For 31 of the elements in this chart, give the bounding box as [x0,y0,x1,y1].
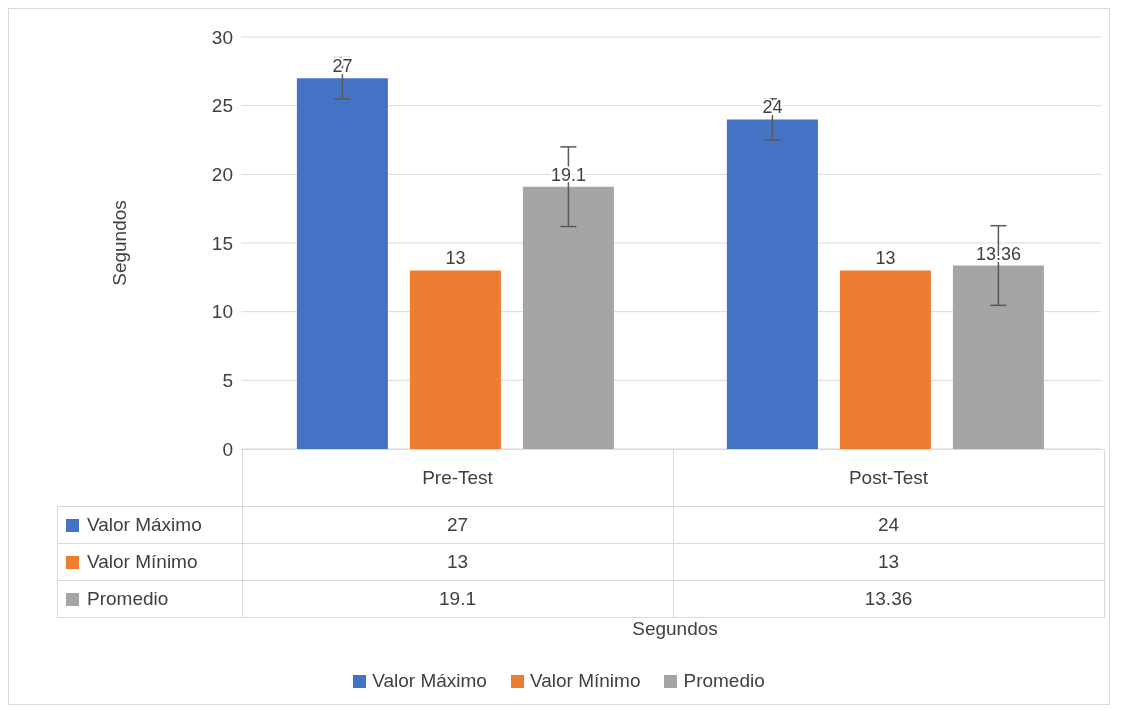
text: Valor Máximo [372,670,487,691]
data-label: 13 [875,248,896,269]
legend-label: Valor Mínimo [528,670,641,692]
text: 19.1 [242,580,673,618]
bar [409,270,501,449]
y-tick-label: 20 [211,164,233,186]
y-tick-label: 5 [222,370,233,392]
bar [522,186,614,449]
y-tick-label: 25 [211,95,233,117]
y-axis-title: Segundos [108,200,130,286]
text: 27 [242,506,673,544]
y-tick-label: 10 [211,301,233,323]
x-tick-label: Post-Test [673,449,1104,507]
bar [296,78,388,449]
text: Valor Mínimo [87,551,198,572]
text: 13.36 [673,580,1104,618]
x-tick-label: Pre-Test [242,449,673,507]
bar [839,270,931,449]
y-tick-label: 30 [211,26,233,48]
text: 13 [242,543,673,581]
legend-label: Promedio [682,670,765,692]
y-tick-label: 15 [211,232,233,254]
y-tick-label: 0 [222,438,233,460]
data-label: 13 [445,248,466,269]
bar [952,265,1044,449]
text: Segundos [631,618,719,640]
text: 24 [673,506,1104,544]
text: 13 [673,543,1104,581]
text: Promedio [87,588,169,609]
legend-label: Valor Máximo [86,514,203,536]
bar [726,119,818,449]
